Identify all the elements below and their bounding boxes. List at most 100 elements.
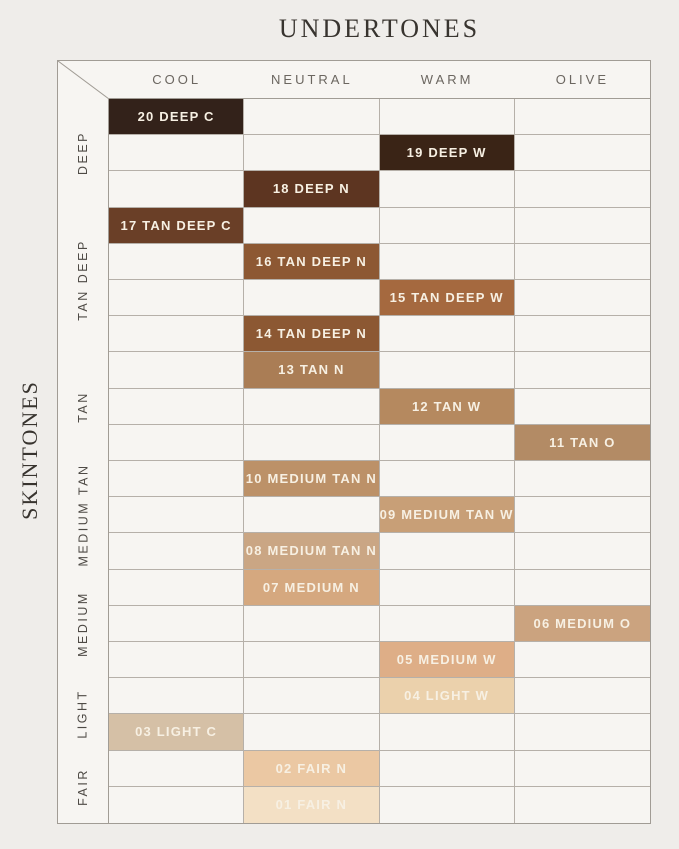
empty-cell <box>244 678 380 715</box>
empty-cell <box>109 171 245 208</box>
empty-cell <box>379 714 515 751</box>
row-group-label: MEDIUM <box>76 591 91 657</box>
empty-cell <box>109 497 245 534</box>
empty-cell <box>514 497 650 534</box>
row-group-medium: MEDIUM <box>58 570 108 679</box>
empty-cell <box>379 352 515 389</box>
empty-cell <box>514 135 650 172</box>
empty-cell <box>109 605 245 642</box>
shade-cell-16-tan-deep-n: 16 TAN DEEP N <box>244 243 380 280</box>
corner-diagonal-line <box>58 61 109 99</box>
empty-cell <box>244 642 380 679</box>
empty-cell <box>109 352 245 389</box>
skintones-axis-title: SKINTONES <box>17 380 43 520</box>
empty-cell <box>514 570 650 606</box>
shade-cell-18-deep-n: 18 DEEP N <box>244 171 380 208</box>
empty-cell <box>379 750 515 787</box>
empty-cell <box>379 605 515 642</box>
empty-cell <box>244 207 380 244</box>
empty-cell <box>244 388 380 425</box>
shade-cell-20-deep-c: 20 DEEP C <box>109 99 245 136</box>
undertone-header-row: COOL NEUTRAL WARM OLIVE <box>109 61 650 99</box>
shade-cell-08-medium-tan-n: 08 MEDIUM TAN N <box>244 533 380 570</box>
empty-cell <box>379 533 515 570</box>
empty-cell <box>514 244 650 280</box>
shade-cell-05-medium-w: 05 MEDIUM W <box>379 642 515 679</box>
shade-cell-07-medium-n: 07 MEDIUM N <box>244 569 380 606</box>
empty-cell <box>514 714 650 751</box>
skintone-groups: DEEP TAN DEEP TAN MEDIUM TAN MEDIUM LIGHT FAIR <box>58 99 109 823</box>
empty-cell <box>514 352 650 389</box>
shade-cell-19-deep-w: 19 DEEP W <box>379 135 515 172</box>
empty-cell <box>109 750 245 787</box>
empty-cell <box>109 424 245 461</box>
empty-cell <box>244 99 380 136</box>
empty-cell <box>244 280 380 317</box>
empty-cell <box>109 642 245 679</box>
column-header-cool: COOL <box>152 72 202 87</box>
column-header-neutral: NEUTRAL <box>271 72 353 87</box>
empty-cell <box>514 99 650 136</box>
row-group-light: LIGHT <box>58 678 108 750</box>
empty-cell <box>109 678 245 715</box>
empty-cell <box>514 642 650 679</box>
shade-cell-17-tan-deep-c: 17 TAN DEEP C <box>109 207 245 244</box>
shade-cell-13-tan-n: 13 TAN N <box>244 352 380 389</box>
shade-cell-15-tan-deep-w: 15 TAN DEEP W <box>379 280 515 317</box>
empty-cell <box>379 99 515 136</box>
empty-cell <box>244 424 380 461</box>
empty-cell <box>514 533 650 570</box>
empty-cell <box>109 316 245 353</box>
empty-cell <box>514 678 650 715</box>
empty-cell <box>379 207 515 244</box>
shade-cell-01-fair-n: 01 FAIR N <box>244 786 380 823</box>
empty-cell <box>109 388 245 425</box>
row-group-tan: TAN <box>58 352 108 461</box>
shade-cell-10-medium-tan-n: 10 MEDIUM TAN N <box>244 461 380 498</box>
row-group-tan-deep: TAN DEEP <box>58 208 108 353</box>
skintones-axis-title-wrap: SKINTONES <box>8 360 52 540</box>
row-group-label: LIGHT <box>76 689 90 740</box>
row-group-deep: DEEP <box>58 99 108 208</box>
empty-cell <box>379 461 515 498</box>
empty-cell <box>514 389 650 425</box>
shade-cell-09-medium-tan-w: 09 MEDIUM TAN W <box>379 497 515 534</box>
empty-cell <box>379 243 515 280</box>
shade-grid: 20 DEEP C 19 DEEP W 18 DEEP N 17 TAN DEEP C… <box>109 99 650 823</box>
empty-cell <box>244 497 380 534</box>
shade-matrix-table: COOL NEUTRAL WARM OLIVE DEEP TAN DEEP TAN MEDI… <box>57 60 651 824</box>
shade-cell-12-tan-w: 12 TAN W <box>379 388 515 425</box>
empty-cell <box>514 461 650 498</box>
undertones-axis-title: UNDERTONES <box>278 14 481 43</box>
empty-cell <box>244 714 380 751</box>
empty-cell <box>514 208 650 244</box>
column-header-olive: OLIVE <box>555 72 610 87</box>
row-group-label: MEDIUM TAN <box>76 463 91 567</box>
shade-cell-04-light-w: 04 LIGHT W <box>379 678 515 715</box>
row-group-fair: FAIR <box>58 751 108 823</box>
empty-cell <box>514 316 650 353</box>
empty-cell <box>514 280 650 317</box>
empty-cell <box>379 424 515 461</box>
empty-cell <box>514 171 650 208</box>
empty-cell <box>380 786 515 823</box>
column-header-warm: WARM <box>420 72 474 87</box>
empty-cell <box>244 135 380 172</box>
shade-cell-03-light-c: 03 LIGHT C <box>109 714 245 751</box>
row-group-label: DEEP <box>75 131 90 176</box>
empty-cell <box>109 786 245 823</box>
empty-cell <box>109 135 245 172</box>
row-group-label: TAN DEEP <box>76 239 90 321</box>
corner-diagonal <box>58 61 109 99</box>
shade-cell-02-fair-n: 02 FAIR N <box>244 750 380 787</box>
empty-cell <box>109 243 245 280</box>
empty-cell <box>109 533 245 570</box>
empty-cell <box>109 280 245 317</box>
shade-cell-06-medium-o: 06 MEDIUM O <box>514 605 650 642</box>
shade-cell-11-tan-o: 11 TAN O <box>514 424 650 461</box>
empty-cell <box>109 461 245 498</box>
empty-cell <box>379 569 515 606</box>
empty-cell <box>244 605 380 642</box>
row-group-medium-tan: MEDIUM TAN <box>58 461 108 570</box>
